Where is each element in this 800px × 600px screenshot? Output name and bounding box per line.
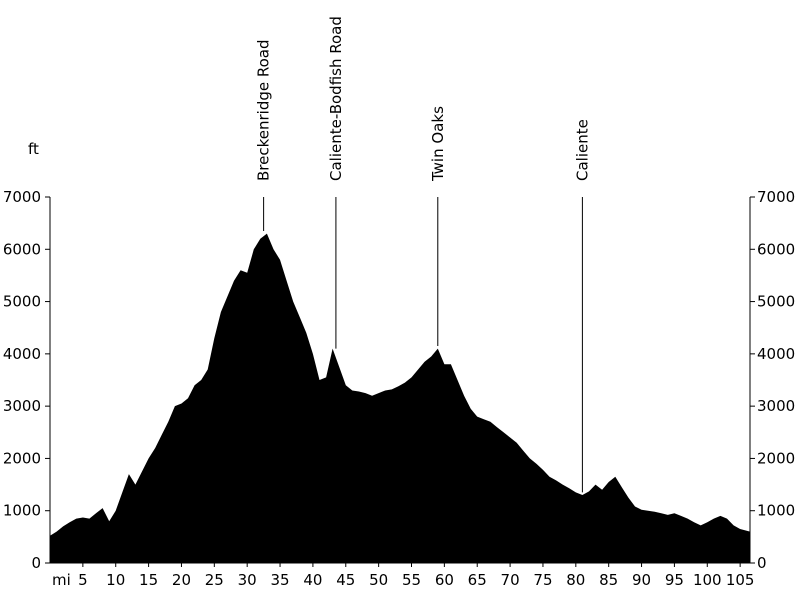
x-tick-label: 15 xyxy=(139,571,158,589)
y-tick-label-left: 2000 xyxy=(3,449,41,467)
waypoint-layer: Breckenridge Road Caliente-Bodfish Road Tw… xyxy=(255,16,591,493)
elevation-area xyxy=(50,233,750,563)
x-tick-label: 20 xyxy=(172,571,191,589)
y-tick-label-right: 5000 xyxy=(757,293,795,311)
x-tick-label: 55 xyxy=(402,571,421,589)
x-tick-label: 45 xyxy=(336,571,355,589)
x-tick-label: 5 xyxy=(78,571,88,589)
waypoint-label: Caliente xyxy=(573,119,591,181)
y-tick-label-left: 1000 xyxy=(3,502,41,520)
x-tick-label: 70 xyxy=(501,571,520,589)
x-tick-layer: 5 10 15 20 25 30 35 40 45 50 55 60 65 70 75 80 85 90 95 100… xyxy=(78,563,754,589)
waypoint-label: Caliente-Bodfish Road xyxy=(327,16,345,181)
y-tick-label-right: 1000 xyxy=(757,502,795,520)
y-tick-label-right: 3000 xyxy=(757,397,795,415)
axis-layer: ft mi xyxy=(28,140,751,589)
y-tick-label-right: 6000 xyxy=(757,240,795,258)
y-tick-label-right: 2000 xyxy=(757,449,795,467)
y-tick-label-right: 0 xyxy=(757,554,767,572)
y-tick-label-left: 7000 xyxy=(3,188,41,206)
elevation-area-layer xyxy=(50,233,750,563)
y-tick-label-left: 0 xyxy=(31,554,41,572)
y-tick-label-right: 4000 xyxy=(757,345,795,363)
waypoint-label: Breckenridge Road xyxy=(255,39,273,181)
x-tick-label: 10 xyxy=(106,571,125,589)
x-tick-label: 95 xyxy=(665,571,684,589)
x-tick-label: 85 xyxy=(599,571,618,589)
x-unit-label: mi xyxy=(52,571,71,589)
y-tick-layer: 0 0 1000 1000 2000 2000 3000 3000 4000 4000 5000 50… xyxy=(3,188,795,572)
y-unit-label: ft xyxy=(28,140,39,158)
waypoint-label: Twin Oaks xyxy=(429,106,447,182)
y-tick-label-left: 6000 xyxy=(3,240,41,258)
y-tick-label-left: 4000 xyxy=(3,345,41,363)
x-tick-label: 25 xyxy=(205,571,224,589)
y-tick-label-left: 5000 xyxy=(3,293,41,311)
x-tick-label: 100 xyxy=(693,571,722,589)
x-tick-label: 75 xyxy=(533,571,552,589)
y-tick-label-left: 3000 xyxy=(3,397,41,415)
y-tick-label-right: 7000 xyxy=(757,188,795,206)
x-tick-label: 50 xyxy=(369,571,388,589)
x-tick-label: 35 xyxy=(271,571,290,589)
x-tick-label: 30 xyxy=(238,571,257,589)
x-tick-label: 65 xyxy=(468,571,487,589)
x-tick-label: 40 xyxy=(303,571,322,589)
x-tick-label: 90 xyxy=(632,571,651,589)
x-tick-label: 60 xyxy=(435,571,454,589)
x-tick-label: 80 xyxy=(566,571,585,589)
x-tick-label: 105 xyxy=(726,571,755,589)
